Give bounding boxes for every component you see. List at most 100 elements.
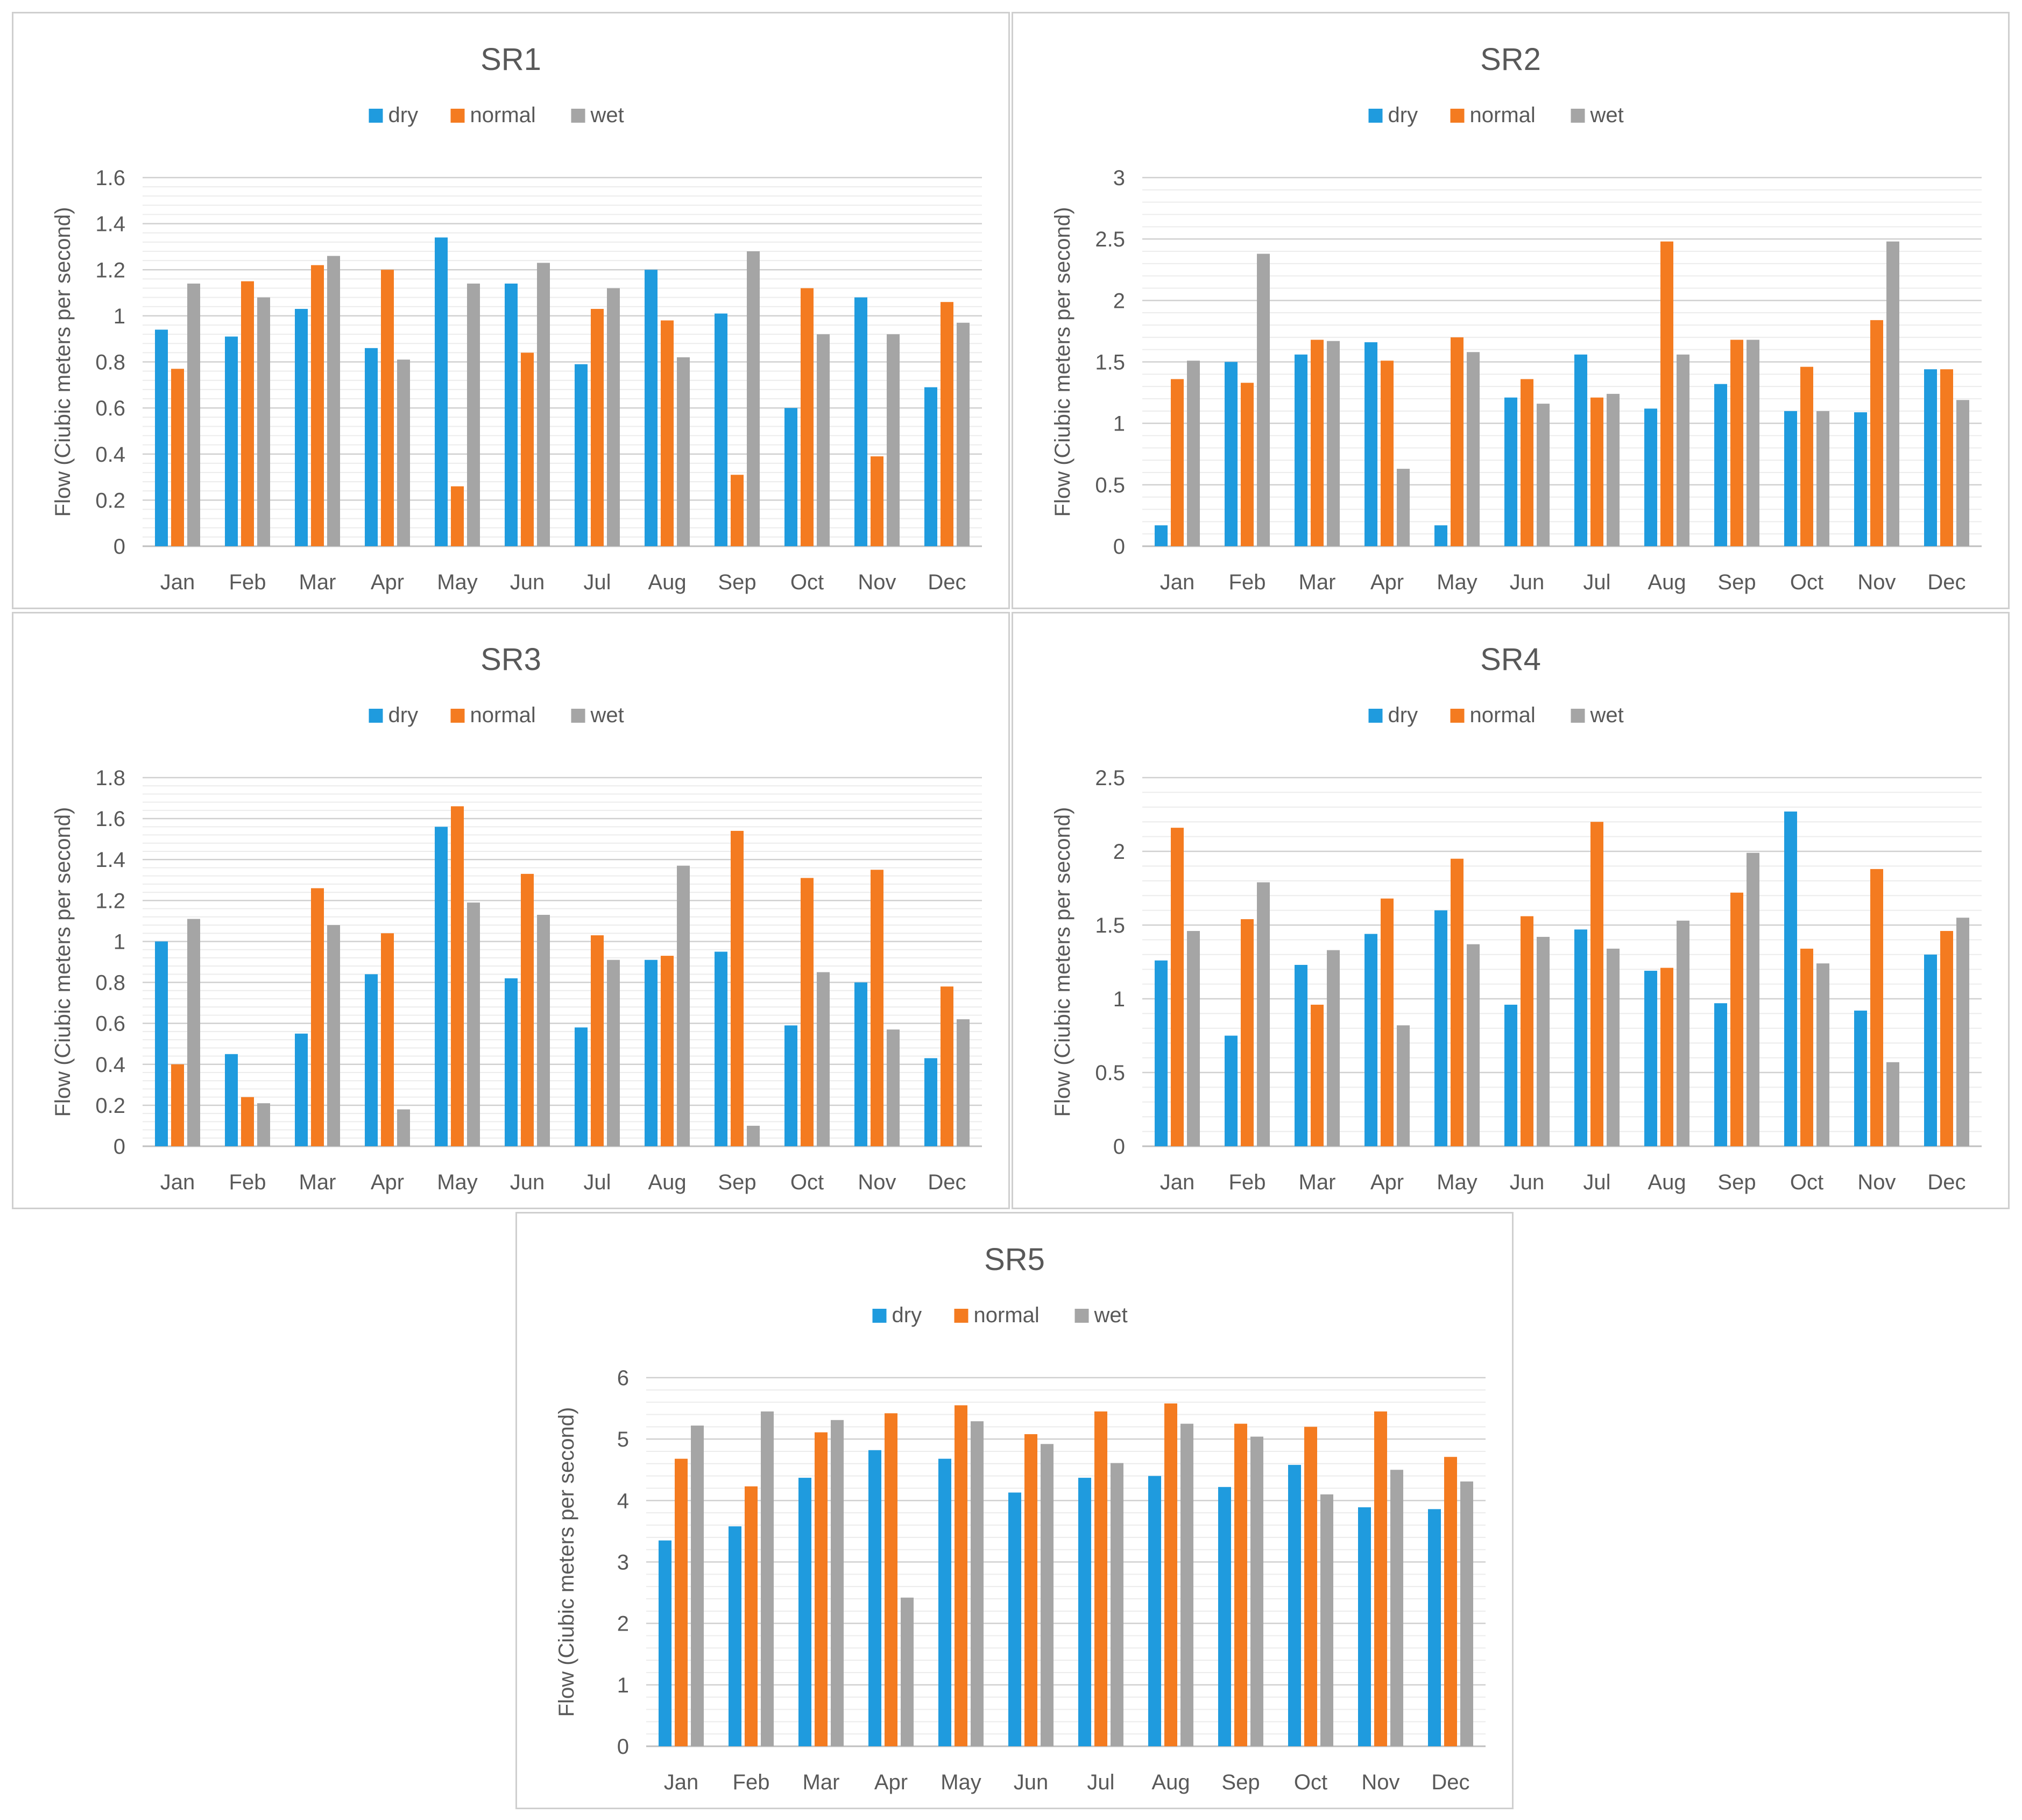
x-tick-label: Feb — [733, 1770, 770, 1794]
chart-svg: SR4 dry normal wet 0 0.5 1 1.5 2 2.5 Flow (Ciubic … — [1051, 642, 1982, 1194]
bar-dry-feb — [729, 1526, 741, 1746]
bar-dry-jan — [155, 941, 168, 1146]
bar-dry-may — [1434, 525, 1447, 546]
legend-swatch-wet — [1571, 709, 1585, 723]
y-tick-label: 1.4 — [95, 213, 125, 236]
bar-dry-jul — [575, 1027, 588, 1146]
y-tick-label: 1 — [1113, 987, 1125, 1011]
bar-dry-mar — [798, 1478, 811, 1746]
x-tick-label: Nov — [1361, 1770, 1399, 1794]
y-tick-label: 0.6 — [95, 397, 125, 420]
bar-dry-aug — [1148, 1476, 1161, 1746]
x-tick-label: Jun — [1510, 1170, 1545, 1194]
bar-normal-nov — [1870, 869, 1883, 1146]
y-axis-title: Flow (Ciubic meters per second) — [51, 807, 75, 1117]
x-tick-label: Nov — [1857, 570, 1896, 594]
bar-dry-jan — [659, 1540, 671, 1746]
x-tick-label: Feb — [229, 570, 266, 594]
bar-dry-jul — [575, 364, 588, 546]
bar-dry-may — [435, 237, 448, 546]
bar-wet-jul — [607, 960, 620, 1146]
bar-dry-jun — [1008, 1492, 1021, 1746]
chart-panel-sr4: SR4 dry normal wet 0 0.5 1 1.5 2 2.5 Flow (Ciubic … — [1012, 612, 2010, 1209]
y-tick-label: 1.2 — [95, 258, 125, 282]
bar-dry-feb — [1225, 1035, 1238, 1146]
bar-normal-aug — [1660, 968, 1673, 1146]
x-tick-label: Mar — [299, 1170, 336, 1194]
bar-wet-jul — [1607, 948, 1620, 1146]
chart-svg: SR5 dry normal wet 0 1 2 3 4 5 6 Flow (Ciubic meter… — [555, 1242, 1486, 1794]
x-tick-label: May — [941, 1770, 981, 1794]
bar-normal-feb — [241, 1097, 254, 1146]
bar-wet-apr — [1397, 469, 1410, 546]
x-tick-label: Oct — [1790, 570, 1823, 594]
y-tick-label: 6 — [617, 1366, 629, 1390]
legend-swatch-wet — [571, 709, 585, 723]
chart-svg: SR3 dry normal wet 0 0.2 0.4 0.6 0.8 1 1.2 1.4 1.6 1.… — [51, 642, 982, 1194]
bar-wet-may — [1467, 352, 1480, 546]
x-tick-label: Oct — [1294, 1770, 1327, 1794]
x-tick-label: Jul — [583, 570, 611, 594]
bar-normal-apr — [381, 933, 394, 1146]
y-tick-label: 1.5 — [1095, 914, 1125, 937]
x-tick-label: Dec — [928, 570, 966, 594]
x-tick-label: Apr — [371, 1170, 404, 1194]
bar-normal-jul — [591, 309, 604, 546]
bar-wet-jun — [1537, 404, 1550, 546]
legend-swatch-wet — [1074, 1309, 1089, 1323]
x-tick-label: Jul — [583, 1170, 611, 1194]
bar-normal-aug — [1660, 241, 1673, 546]
y-tick-label: 1.2 — [95, 889, 125, 913]
chart-svg: SR1 dry normal wet 0 0.2 0.4 0.6 0.8 1 1.2 1.4 1.6 Fl… — [51, 42, 982, 594]
y-tick-label: 0 — [114, 1135, 125, 1159]
x-tick-label: Aug — [1648, 570, 1686, 594]
bar-dry-aug — [645, 270, 657, 546]
legend-swatch-dry — [1368, 709, 1383, 723]
bar-normal-mar — [311, 265, 324, 546]
x-tick-label: Oct — [790, 570, 824, 594]
bar-normal-jul — [591, 935, 604, 1146]
legend-label-wet: wet — [1590, 703, 1624, 727]
bar-normal-mar — [311, 888, 324, 1146]
y-tick-label: 0 — [1113, 1135, 1125, 1159]
bar-wet-oct — [817, 334, 830, 546]
y-tick-label: 0.8 — [95, 351, 125, 375]
bar-normal-jun — [521, 873, 534, 1146]
x-tick-label: Dec — [1927, 1170, 1966, 1194]
bar-wet-jul — [1111, 1463, 1123, 1746]
legend-label-wet: wet — [590, 703, 624, 727]
bar-normal-jan — [675, 1458, 688, 1746]
bar-dry-apr — [1365, 934, 1377, 1146]
bar-normal-aug — [661, 320, 674, 546]
bar-normal-jan — [1171, 828, 1184, 1146]
legend-label-wet: wet — [1590, 103, 1624, 127]
y-tick-label: 0.5 — [1095, 474, 1125, 497]
bar-dry-may — [435, 827, 448, 1146]
bar-wet-feb — [257, 1103, 270, 1146]
x-tick-label: May — [437, 570, 478, 594]
bar-dry-aug — [645, 960, 657, 1146]
legend-swatch-wet — [571, 109, 585, 123]
bar-dry-jan — [1155, 960, 1168, 1146]
bar-wet-sep — [747, 1125, 760, 1146]
bar-wet-sep — [1747, 852, 1759, 1146]
bar-wet-mar — [327, 925, 340, 1146]
bar-dry-apr — [365, 974, 378, 1146]
y-tick-label: 2 — [1113, 289, 1125, 313]
bar-wet-dec — [1460, 1481, 1473, 1746]
bar-normal-aug — [1164, 1403, 1177, 1746]
bar-normal-apr — [381, 270, 394, 546]
x-tick-label: Jul — [1087, 1770, 1114, 1794]
bar-dry-oct — [1784, 812, 1797, 1146]
bar-dry-nov — [854, 297, 867, 546]
bar-wet-sep — [747, 251, 760, 546]
x-tick-label: Feb — [1229, 1170, 1266, 1194]
bar-normal-nov — [1374, 1411, 1387, 1746]
legend-label-normal: normal — [1470, 703, 1536, 727]
bar-normal-sep — [1730, 340, 1743, 546]
bar-dry-nov — [1854, 412, 1867, 546]
bar-normal-feb — [745, 1486, 758, 1746]
x-tick-label: Nov — [858, 570, 896, 594]
bar-wet-nov — [887, 334, 900, 546]
x-tick-label: Apr — [1370, 570, 1404, 594]
